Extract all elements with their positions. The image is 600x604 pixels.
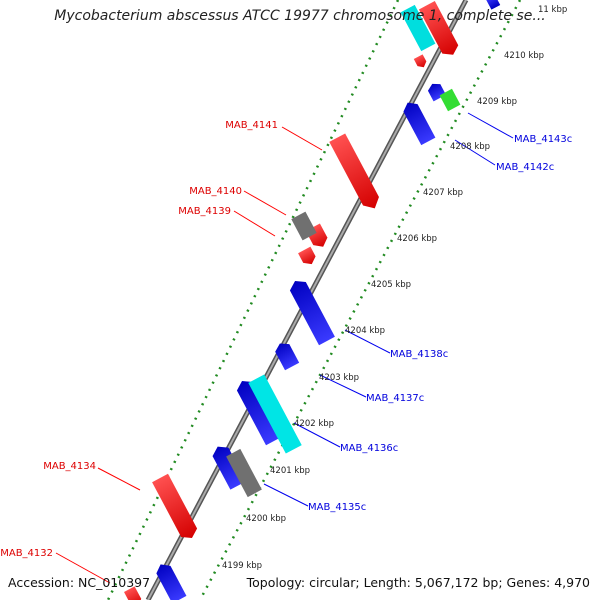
label-MAB_4142c[interactable]: MAB_4142c (496, 162, 554, 173)
label-MAB_4141[interactable]: MAB_4141 (225, 120, 278, 131)
gene-grey-forward[interactable] (291, 211, 317, 241)
gene-top-cyan[interactable] (400, 4, 436, 52)
scale-label-4205: 4205 kbp (371, 280, 411, 290)
scale-label-4199: 4199 kbp (222, 561, 262, 571)
label-MAB_4136c[interactable]: MAB_4136c (340, 443, 398, 454)
gene-top-red-1[interactable] (418, 1, 461, 59)
scale-label-4209: 4209 kbp (477, 97, 517, 107)
gene-MAB_4137c[interactable] (273, 340, 300, 371)
scale-label-4207: 4207 kbp (423, 188, 463, 198)
scale-label-4201: 4201 kbp (270, 466, 310, 476)
scale-label-4202: 4202 kbp (294, 419, 334, 429)
label-MAB_4137c[interactable]: MAB_4137c (366, 393, 424, 404)
gene-blue-bottom[interactable] (154, 561, 187, 604)
scale-label-4210: 4210 kbp (504, 51, 544, 61)
gene-MAB_4138c[interactable] (287, 277, 335, 346)
label-connectors (55, 112, 514, 584)
gene-MAB_4142c[interactable] (401, 99, 436, 146)
accession-text: Accession: NC_010397 (8, 575, 151, 590)
gene-top-red-2[interactable] (413, 54, 428, 69)
label-MAB_4143c[interactable]: MAB_4143c (514, 134, 572, 145)
scale-tick-ring (198, 0, 522, 601)
scale-label-4206: 4206 kbp (397, 234, 437, 244)
gene-MAB_4136c[interactable] (248, 374, 302, 454)
label-MAB_4134[interactable]: MAB_4134 (43, 461, 96, 472)
scale-label-4204: 4204 kbp (345, 326, 385, 336)
gene-blue-mid[interactable] (234, 377, 282, 446)
gene-MAB_4139[interactable] (298, 246, 318, 268)
label-MAB_4138c[interactable]: MAB_4138c (390, 349, 448, 360)
genome-summary-text: Topology: circular; Length: 5,067,172 bp… (246, 575, 590, 590)
scale-label-4203: 4203 kbp (319, 373, 359, 383)
label-MAB_4135c[interactable]: MAB_4135c (308, 502, 366, 513)
label-MAB_4140[interactable]: MAB_4140 (189, 186, 242, 197)
scale-label-4208: 4208 kbp (450, 142, 490, 152)
gene-green[interactable] (439, 88, 461, 112)
gene-blue-top[interactable] (485, 0, 501, 10)
map-title: Mycobacterium abscessus ATCC 19977 chrom… (54, 8, 546, 24)
scale-label-partial: 11 kbp (538, 5, 567, 15)
gene-MAB_4135c[interactable] (226, 448, 262, 498)
gene-MAB_4134[interactable] (152, 473, 200, 542)
scale-label-4200: 4200 kbp (246, 514, 286, 524)
gene-MAB_4141[interactable] (329, 133, 382, 212)
label-MAB_4139[interactable]: MAB_4139 (178, 206, 231, 217)
gene-blue-lower[interactable] (210, 442, 247, 490)
label-MAB_4132[interactable]: MAB_4132 (0, 548, 53, 559)
